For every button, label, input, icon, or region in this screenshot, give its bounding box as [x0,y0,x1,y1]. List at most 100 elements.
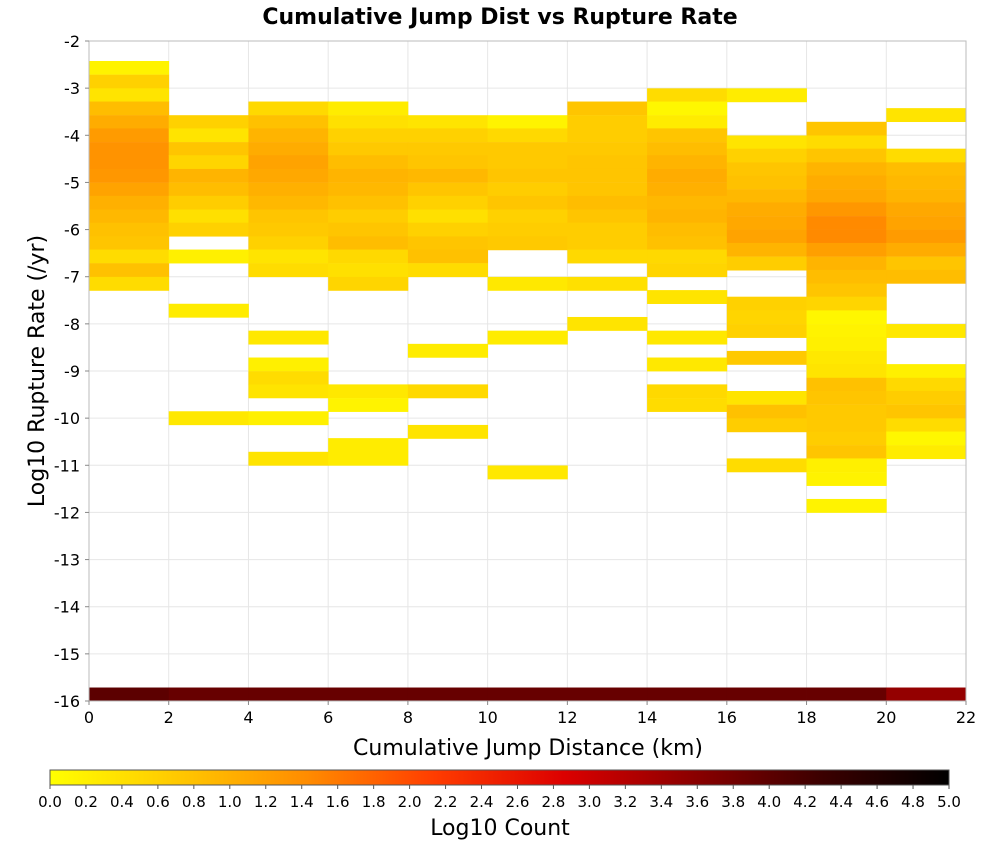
heatmap-cell [89,74,170,89]
heatmap-cell [886,324,967,338]
heatmap-cell [89,88,170,103]
heatmap-cell [168,687,249,702]
heatmap-cell [726,390,807,405]
chart-title: Cumulative Jump Dist vs Rupture Rate [262,5,737,30]
colorbar-tick-label: 5.0 [937,793,961,811]
y-tick-label: -9 [64,362,80,381]
y-tick-label: -13 [54,551,80,570]
heatmap-cell [726,88,807,103]
y-tick-label: -10 [54,409,80,428]
heatmap-cell [567,142,648,156]
heatmap-cell [567,115,648,130]
heatmap-cell [89,128,170,143]
heatmap-cell [567,155,648,170]
x-tick-label: 4 [243,708,253,727]
heatmap-cell [407,155,489,170]
heatmap-cell [248,182,329,197]
heatmap-cell [248,128,329,143]
heatmap-cell [726,324,807,338]
heatmap-cell [89,222,170,237]
heatmap-cell [407,195,489,210]
colorbar-tick-label: 3.6 [685,793,709,811]
heatmap-cell [726,229,807,244]
colorbar-tick-label: 1.2 [254,793,278,811]
y-tick-label: -11 [54,456,80,475]
heatmap-cell [726,216,807,230]
colorbar-ticks: 0.0 0.2 0.4 0.6 0.8 1.0 1.2 1.4 1.6 1.8 2.0 2.2 2.4 2… [38,785,961,811]
heatmap-cell [886,418,967,433]
heatmap-cell [328,236,409,251]
colorbar-tick-label: 2.8 [542,793,566,811]
colorbar-tick-label: 0.4 [110,793,134,811]
heatmap-cell [248,101,329,116]
heatmap-cell [248,155,329,170]
heatmap-cell [886,390,967,405]
heatmap-cell [407,687,489,702]
heatmap-cell [806,377,887,392]
heatmap-cell [726,162,807,177]
heatmap-cell [168,303,249,318]
colorbar-tick-label: 4.8 [901,793,925,811]
colorbar-tick-label: 2.0 [398,793,422,811]
heatmap-cell [567,316,648,331]
y-tick-label: -12 [54,503,80,522]
x-tick-label: 6 [323,708,333,727]
heatmap-cell [168,168,249,183]
heatmap-cell [726,404,807,419]
colorbar-tick-label: 3.8 [721,793,745,811]
heatmap-cell [407,209,489,224]
heatmap-cell [407,249,489,264]
heatmap-cell [886,216,967,230]
heatmap-cell [487,142,568,156]
heatmap-cell [806,283,887,298]
heatmap-cell [806,458,887,473]
heatmap-cell [487,155,568,170]
heatmap-cell [328,182,409,197]
x-tick-label: 10 [477,708,497,727]
heatmap-cell [647,168,728,183]
heatmap-cell [168,155,249,170]
y-tick-label: -6 [64,221,80,240]
heatmap-cell [328,195,409,210]
heatmap-cell [886,364,967,378]
heatmap-cell [487,236,568,251]
heatmap-cell [248,411,329,426]
heatmap-cell [168,195,249,210]
heatmap-cell [248,168,329,183]
heatmap-cell [328,155,409,170]
heatmap-cell [89,101,170,116]
x-tick-label: 16 [717,708,737,727]
heatmap-cell [407,115,489,130]
colorbar-tick-label: 2.2 [434,793,458,811]
x-tick-label: 20 [876,708,896,727]
heatmap-cell [89,236,170,251]
heatmap-cell [567,236,648,251]
heatmap-cell [168,249,249,264]
heatmap-cell [407,128,489,143]
heatmap-cell [806,418,887,433]
heatmap-cell [407,182,489,197]
heatmap-cell [89,182,170,197]
heatmap-cell [726,296,807,311]
heatmap-cell [487,195,568,210]
heatmap-cell [567,687,648,702]
y-tick-label: -16 [54,692,80,711]
x-tick-label: 2 [164,708,174,727]
heatmap-cell [248,263,329,278]
x-axis-ticks: 0 2 4 6 8 10 12 14 16 18 20 22 [84,701,976,727]
heatmap-cell [806,337,887,352]
heatmap-cell [886,445,967,460]
heatmap-cell [806,256,887,271]
heatmap-cell [647,88,728,103]
heatmap-cell [248,687,329,702]
heatmap-cell [886,108,967,123]
heatmap-cell [248,371,329,386]
heatmap-cell [647,249,728,264]
heatmap-cell [647,142,728,156]
heatmap-cell [567,222,648,237]
heatmap-cell [248,451,329,466]
colorbar [49,769,950,786]
y-tick-label: -8 [64,315,80,334]
colorbar-label: Log10 Count [430,816,570,841]
